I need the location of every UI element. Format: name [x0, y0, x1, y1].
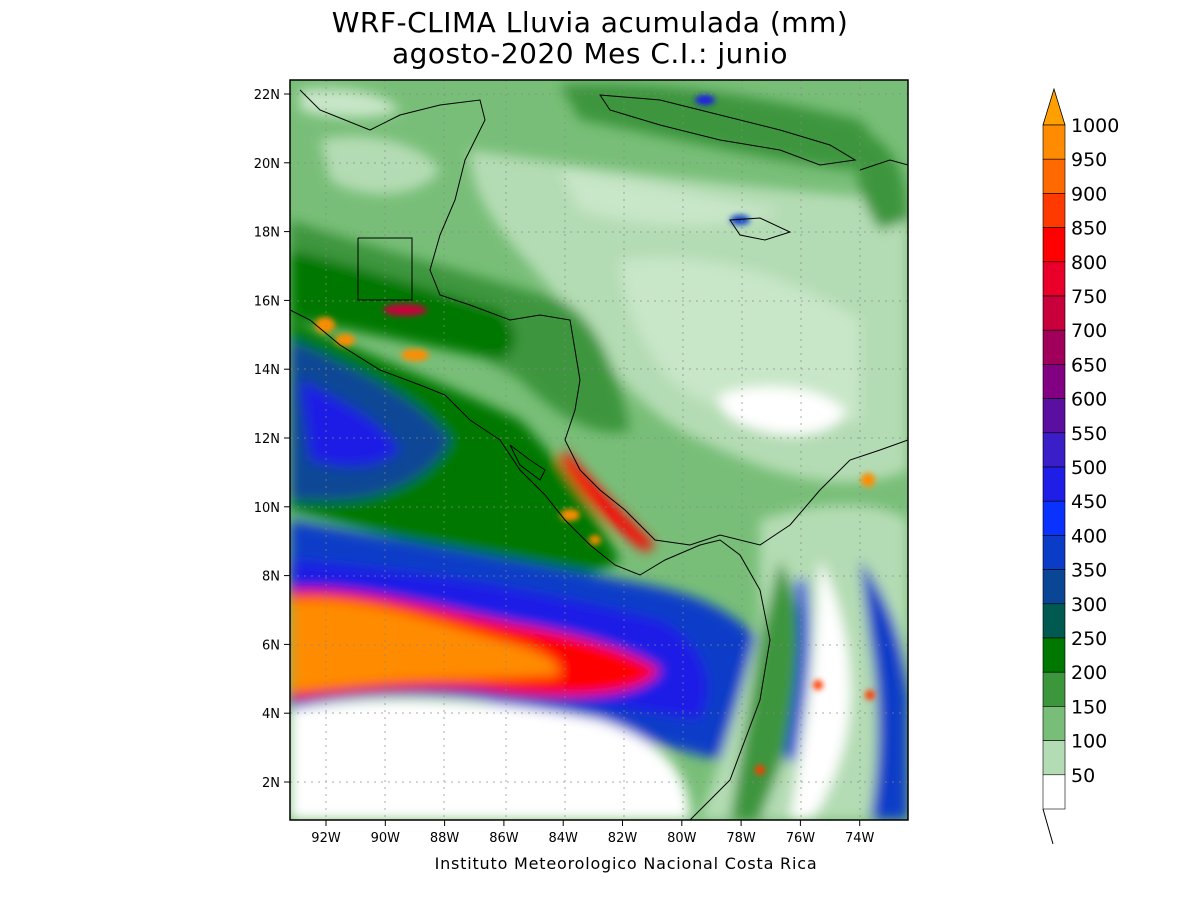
colorbar-label: 700 [1071, 320, 1107, 342]
lon-tick-label: 90W [371, 831, 401, 846]
colorbar-label: 900 [1071, 183, 1107, 205]
lat-tick-label: 6N [262, 638, 280, 653]
lat-tick-label: 16N [254, 294, 280, 309]
colorbar-segment [1042, 466, 1066, 502]
lat-tick-label: 14N [254, 363, 280, 378]
colorbar-label: 300 [1071, 594, 1107, 616]
lon-tick-label: 82W [608, 831, 638, 846]
colorbar-segment [1042, 295, 1066, 331]
colorbar-segment [1042, 227, 1066, 263]
lon-tick-label: 86W [489, 831, 519, 846]
lat-tick-label: 4N [262, 707, 280, 722]
lon-tick-label: 88W [430, 831, 460, 846]
colorbar-label: 450 [1071, 491, 1107, 513]
colorbar-label: 1000 [1071, 115, 1119, 137]
colorbar-segment [1042, 535, 1066, 570]
lat-tick-label: 12N [254, 432, 280, 447]
colorbar-underflow-tail [1042, 808, 1054, 845]
precipitation-field [290, 80, 908, 820]
colorbar-label: 50 [1071, 765, 1095, 787]
colorbar-segment [1042, 671, 1066, 707]
lon-tick-label: 84W [548, 831, 578, 846]
colorbar-overflow-arrow [1042, 87, 1066, 126]
lon-tick-label: 92W [311, 831, 341, 846]
lon-tick-label: 78W [726, 831, 756, 846]
colorbar-label: 250 [1071, 628, 1107, 650]
colorbar-segment [1042, 706, 1066, 741]
map-subtitle: agosto-2020 Mes C.I.: junio [391, 37, 789, 70]
colorbar-segment [1042, 774, 1066, 810]
colorbar: 1000 950 900 850 800 750 700 650 600 550 500 450 400… [1042, 87, 1119, 845]
lat-tick-label: 22N [254, 88, 280, 103]
colorbar-segment [1042, 124, 1066, 160]
colorbar-label: 800 [1071, 252, 1107, 274]
coastlines [290, 89, 908, 820]
colorbar-label: 650 [1071, 354, 1107, 376]
colorbar-label: 400 [1071, 525, 1107, 547]
plot-frame [289, 79, 909, 821]
colorbar-segment [1042, 637, 1066, 673]
colorbar-segment [1042, 364, 1066, 399]
credit-text: Instituto Meteorologico Nacional Costa R… [434, 854, 818, 873]
lon-tick-label: 74W [845, 831, 875, 846]
lat-tick-label: 18N [254, 226, 280, 241]
colorbar-label: 200 [1071, 662, 1107, 684]
colorbar-label: 600 [1071, 389, 1107, 411]
colorbar-label: 950 [1071, 149, 1107, 171]
colorbar-label: 350 [1071, 560, 1107, 582]
lat-tick-label: 2N [262, 776, 280, 791]
colorbar-label: 150 [1071, 696, 1107, 718]
colorbar-segment [1042, 261, 1066, 297]
colorbar-segment [1042, 740, 1066, 776]
colorbar-segment [1042, 398, 1066, 434]
colorbar-label: 750 [1071, 286, 1107, 308]
lon-tick-label: 76W [786, 831, 816, 846]
latitude-axis: 22N 20N 18N 16N 14N 12N 10N 8N 6N 4N 2N [254, 88, 290, 791]
lat-tick-label: 8N [262, 570, 280, 585]
colorbar-label: 850 [1071, 218, 1107, 240]
colorbar-label: 100 [1071, 731, 1107, 753]
colorbar-segment [1042, 193, 1066, 228]
colorbar-segment [1042, 432, 1066, 468]
colorbar-segment [1042, 500, 1066, 536]
lon-tick-label: 80W [667, 831, 697, 846]
colorbar-segment [1042, 329, 1066, 365]
map-title: WRF-CLIMA Lluvia acumulada (mm) [331, 6, 849, 39]
lat-tick-label: 10N [254, 501, 280, 516]
colorbar-label: 500 [1071, 457, 1107, 479]
colorbar-segment [1042, 158, 1066, 194]
colorbar-label: 550 [1071, 423, 1107, 445]
longitude-axis: 92W 90W 88W 86W 84W 82W 80W 78W 76W 74W [311, 820, 875, 846]
lat-tick-label: 20N [254, 157, 280, 172]
colorbar-segment [1042, 603, 1066, 639]
colorbar-segment [1042, 569, 1066, 605]
